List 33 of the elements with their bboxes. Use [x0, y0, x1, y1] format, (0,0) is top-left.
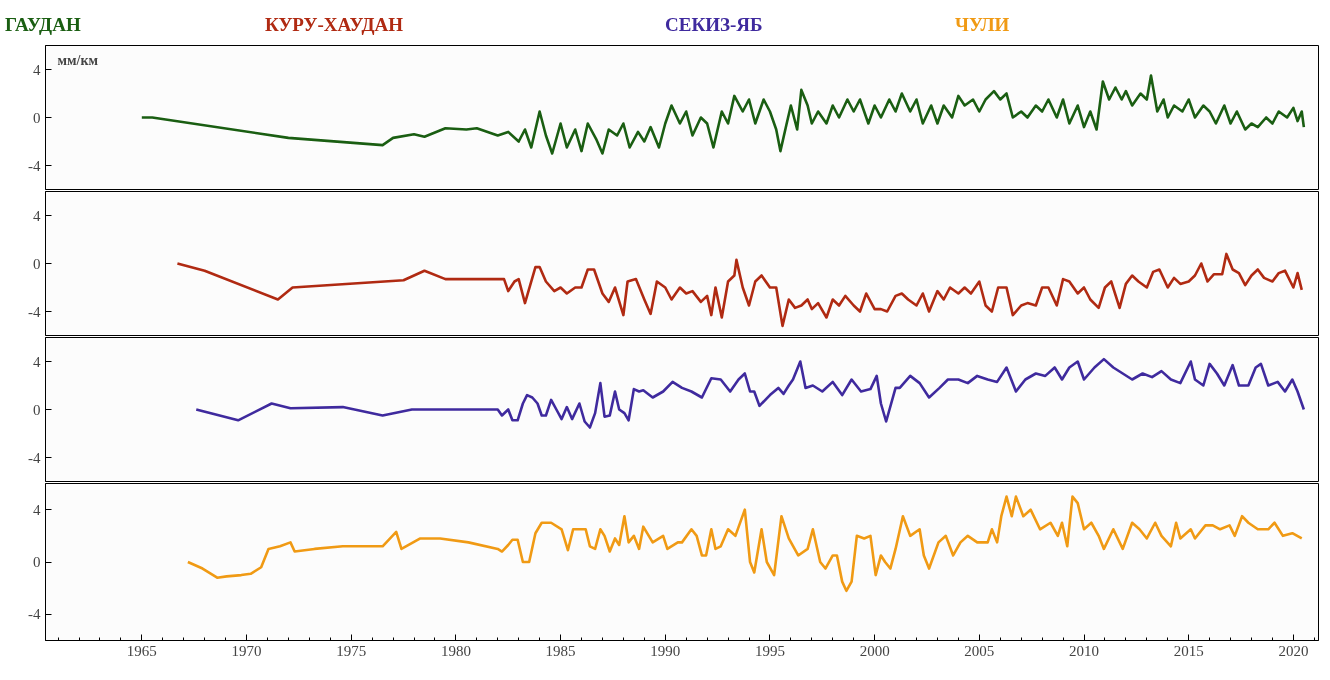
y-tick-label: -4	[28, 157, 41, 174]
y-tick-label: 4	[33, 501, 41, 518]
x-tick-label: 2010	[1069, 642, 1099, 659]
y-tick-label: 4	[33, 353, 41, 370]
y-tick-label: 0	[33, 554, 41, 570]
x-tick-label: 2020	[1278, 642, 1309, 659]
text: СЕКИЗ-ЯБ	[665, 13, 763, 37]
y-tick-label: -4	[28, 606, 41, 623]
text: ЧУЛИ	[955, 13, 1010, 37]
y-tick-label: 0	[33, 401, 41, 418]
y-tick-label: -4	[28, 303, 41, 320]
y-tick-label: 4	[33, 61, 41, 78]
y-tick-label: -4	[28, 449, 41, 466]
y-tick-label: 0	[33, 255, 41, 272]
x-tick-label: 1995	[754, 642, 785, 659]
x-tick-label: 1980	[440, 642, 471, 659]
text: ГАУДАН	[5, 13, 81, 37]
x-tick-label: 2015	[1173, 642, 1204, 659]
x-tick-label: 1965	[126, 642, 157, 659]
line-series	[140, 74, 1306, 155]
line-series	[176, 252, 1304, 328]
x-tick-label: 2000	[859, 642, 890, 659]
x-tick-label: 1985	[545, 642, 576, 659]
y-tick-label: 4	[33, 207, 41, 224]
x-tick-label: 1975	[336, 642, 367, 659]
y-tick-label: 0	[33, 109, 41, 126]
x-tick-label: 1990	[650, 642, 681, 659]
text: КУРУ-ХАУДАН	[265, 13, 404, 37]
line-series	[194, 357, 1306, 429]
line-series	[186, 495, 1304, 593]
y-axis-title: мм/км	[57, 52, 99, 68]
x-tick-label: 1970	[231, 642, 262, 659]
x-tick-label: 2005	[964, 642, 995, 659]
